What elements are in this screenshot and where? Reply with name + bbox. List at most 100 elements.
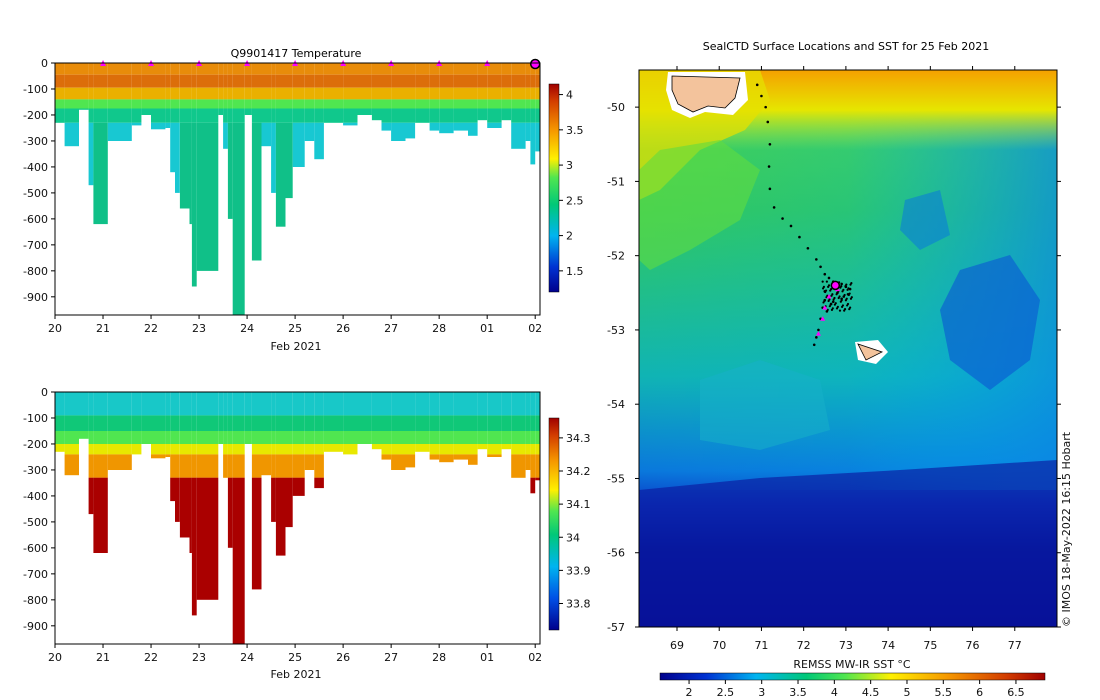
salinity-ytick-label: -800 <box>23 594 48 607</box>
salinity-profile-cell <box>196 454 219 478</box>
track-cluster-point <box>842 295 845 298</box>
temperature-profile-cell <box>429 99 440 109</box>
map-xtick-label: 70 <box>712 639 726 652</box>
salinity-xtick-label: 20 <box>48 651 62 664</box>
salinity-profile-cell <box>271 477 276 522</box>
temperature-profile-cell <box>107 63 132 75</box>
salinity-profile-cell <box>525 444 531 455</box>
temperature-profile-cell <box>191 74 197 88</box>
salinity-xtick-label: 26 <box>336 651 350 664</box>
salinity-profile-cell <box>381 431 392 444</box>
salinity-profile-cell <box>196 415 219 431</box>
track-cluster-point <box>846 288 849 291</box>
temperature-profile-cell <box>292 122 305 167</box>
salinity-ytick-label: -300 <box>23 464 48 477</box>
temperature-profile-cell <box>429 63 440 75</box>
temperature-profile-cell <box>285 99 293 109</box>
track-point <box>781 217 784 220</box>
salinity-profile-cell <box>179 477 190 538</box>
salinity-profile-cell <box>93 454 108 478</box>
salinity-profile-cell <box>223 431 228 444</box>
salinity-profile-cell <box>261 454 272 476</box>
salinity-profile-cell <box>357 431 372 444</box>
temperature-profile-cell <box>525 87 531 100</box>
salinity-profile-cell <box>487 415 502 431</box>
map-xtick-label: 77 <box>1008 639 1022 652</box>
temperature-profile-cell <box>511 108 526 123</box>
temperature-xtick-label: 26 <box>336 322 350 335</box>
temperature-profile-cell <box>501 108 512 121</box>
map-xtick-label: 71 <box>754 639 768 652</box>
temperature-profile-cell <box>151 63 166 75</box>
salinity-profile-cell <box>191 415 197 431</box>
temperature-profile-cell <box>292 108 305 123</box>
track-cluster-point <box>849 283 852 286</box>
temperature-profile-cell <box>304 74 315 88</box>
salinity-profile-cell <box>218 431 224 444</box>
temperature-profile-cell <box>453 87 468 100</box>
sst-colorbar-label: REMSS MW-IR SST °C <box>793 658 911 671</box>
salinity-profile-cell <box>251 415 262 431</box>
temperature-profile-cell <box>191 99 197 109</box>
temperature-profile-cell <box>271 87 276 100</box>
temperature-profile-cell <box>218 63 224 75</box>
temperature-profile-cell <box>439 63 454 75</box>
temperature-profile-cell <box>232 87 245 100</box>
temperature-profile-cell <box>381 122 392 131</box>
temperature-profile-cell <box>151 122 166 130</box>
track-cluster-point <box>832 298 835 301</box>
sst-colorbar-tick-label: 5 <box>903 686 910 699</box>
temperature-profile-cell <box>371 108 382 121</box>
salinity-profile-cell <box>175 444 180 455</box>
sst-cold-band-south <box>639 460 1057 627</box>
salinity-profile-cell <box>525 415 531 431</box>
map-xtick-label: 72 <box>797 639 811 652</box>
salinity-profile-cell <box>304 444 315 455</box>
sst-colorbar-tick-label: 3.5 <box>789 686 807 699</box>
salinity-xtick-label: 21 <box>96 651 110 664</box>
track-cluster-point <box>840 305 844 309</box>
temperature-profile-cell <box>468 122 478 136</box>
salinity-profile-cell <box>251 392 262 416</box>
salinity-profile-cell <box>107 415 132 431</box>
salinity-profile-cell <box>477 415 488 431</box>
temperature-profile-cell <box>429 108 440 123</box>
temperature-profile-cell <box>227 87 233 100</box>
temperature-xlabel: Feb 2021 <box>271 340 322 353</box>
sst-colorbar-tick-label: 6.5 <box>1007 686 1025 699</box>
temperature-ytick-label: -500 <box>23 187 48 200</box>
map-ytick-label: -54 <box>607 398 625 411</box>
salinity-profiles <box>55 392 540 644</box>
map-xtick-label: 76 <box>966 639 980 652</box>
temperature-profile-cell <box>535 63 540 75</box>
sst-colorbar-tick-label: 3 <box>758 686 765 699</box>
temperature-profile-cell <box>439 74 454 88</box>
temperature-profile-cell <box>275 63 286 75</box>
track-point <box>815 258 818 261</box>
temperature-profile-cell <box>131 63 142 75</box>
salinity-profile-cell <box>223 444 228 455</box>
seal-track <box>755 83 853 347</box>
temperature-profile-cell <box>468 99 478 109</box>
salinity-profile-cell <box>343 444 358 455</box>
sst-warm-plume <box>639 140 760 270</box>
salinity-profile-cell <box>314 444 324 455</box>
salinity-profile-cell <box>285 454 293 478</box>
map-ytick-label: -56 <box>607 547 625 560</box>
salinity-profile-cell <box>323 392 344 416</box>
temperature-profile-cell <box>107 122 132 141</box>
temperature-profile-cell <box>477 108 488 121</box>
temperature-profile-cell <box>196 87 219 100</box>
salinity-xtick-label: 22 <box>144 651 158 664</box>
salinity-profile-cell <box>151 392 166 416</box>
salinity-profile-cell <box>55 415 65 431</box>
track-point <box>831 300 835 304</box>
salinity-profile-cell <box>107 454 132 470</box>
temperature-profile-cell <box>468 108 478 123</box>
temperature-profile-cell <box>223 122 228 149</box>
temperature-profile-cell <box>64 74 79 88</box>
salinity-profile-cell <box>151 415 166 431</box>
salinity-profile-cell <box>468 444 478 455</box>
temperature-profile-cell <box>304 122 315 141</box>
temperature-profile-cell <box>343 87 358 100</box>
